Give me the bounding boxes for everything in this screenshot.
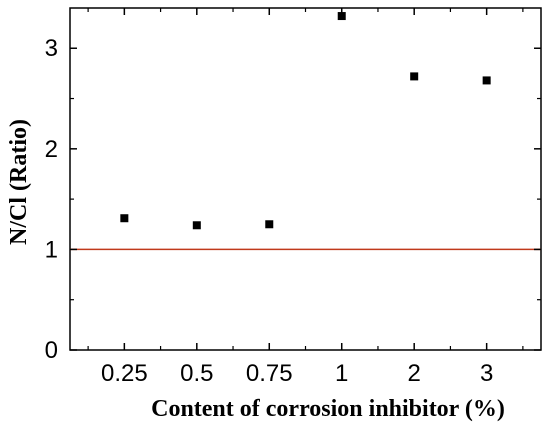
data-point: [265, 220, 274, 229]
data-point: [337, 12, 346, 21]
y-axis-ticks: 0 1 2 3: [45, 35, 541, 364]
data-points: [120, 12, 491, 230]
x-axis-title: Content of corrosion inhibitor (%): [151, 396, 505, 422]
x-tick-label: 3: [480, 360, 493, 387]
y-tick-label: 2: [45, 136, 58, 163]
x-tick-label: 0.75: [246, 360, 293, 387]
y-tick-label: 3: [45, 35, 58, 62]
data-point: [192, 221, 201, 230]
y-tick-label: 1: [45, 236, 58, 263]
data-point: [410, 72, 419, 81]
x-tick-label: 0.5: [180, 360, 213, 387]
x-axis-ticks: 0.25 0.5 0.75 1 2 3: [87, 8, 524, 387]
data-point: [482, 76, 491, 85]
x-tick-label: 2: [408, 360, 421, 387]
data-point: [120, 214, 129, 223]
y-tick-label: 0: [45, 337, 58, 364]
plot-border: [69, 7, 542, 351]
x-tick-label: 1: [335, 360, 348, 387]
x-tick-label: 0.25: [101, 360, 148, 387]
y-axis-title: N/Cl (Ratio): [6, 119, 32, 245]
plot-frame: [69, 7, 542, 351]
